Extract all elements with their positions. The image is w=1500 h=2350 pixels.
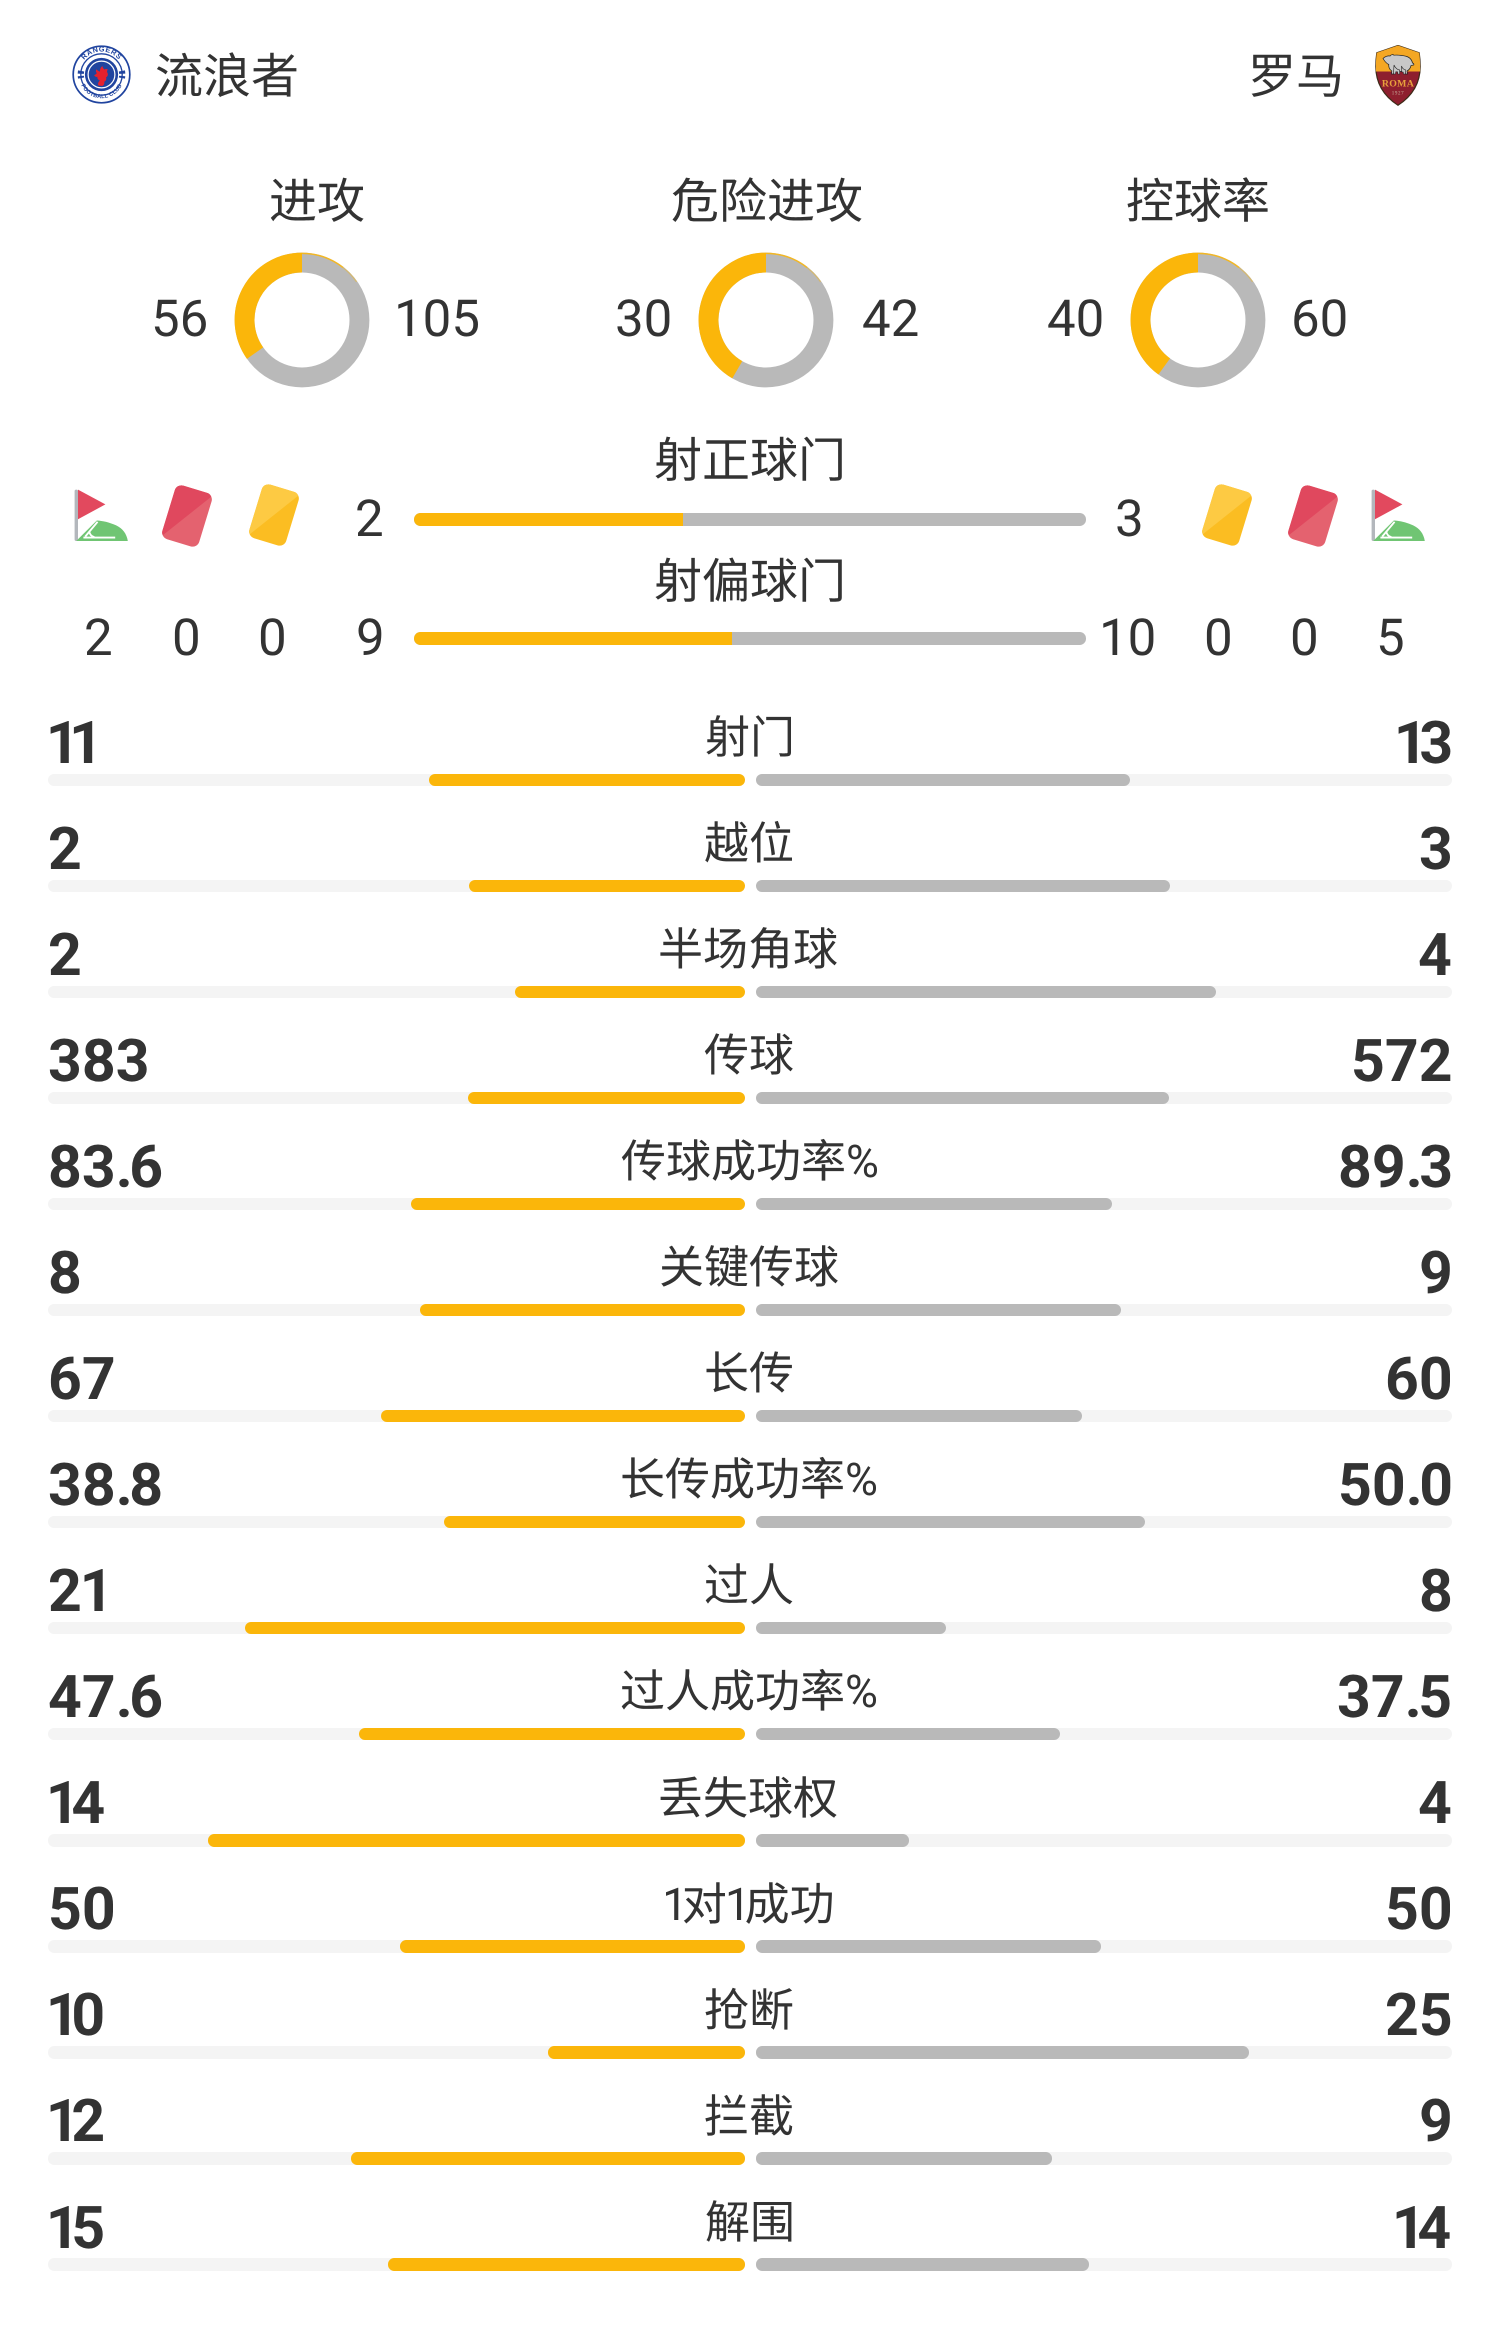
svg-text:1927: 1927 bbox=[1392, 92, 1404, 97]
svg-text:ROMA: ROMA bbox=[1382, 79, 1414, 90]
